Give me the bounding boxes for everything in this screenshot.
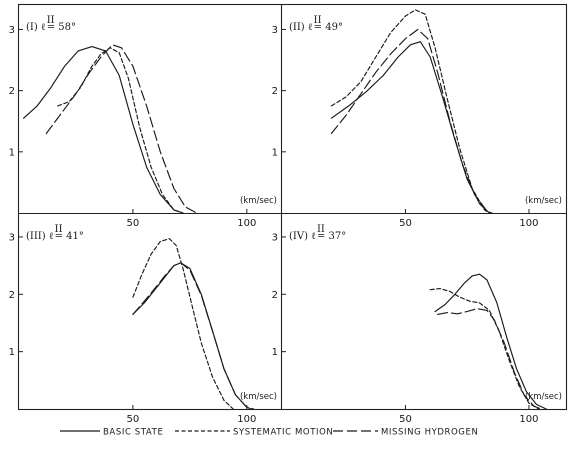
panel-title: (I) ℓ <box>26 22 46 33</box>
y-tick-label: 2 <box>272 290 278 301</box>
x-tick-label: 50 <box>127 218 140 229</box>
panel-title-value: = 58° <box>47 22 76 33</box>
x-tick-label: 50 <box>399 414 412 425</box>
figure-frame <box>17 3 568 411</box>
series-line-dashed <box>57 47 184 214</box>
y-tick-label: 1 <box>9 347 15 358</box>
legend-label: MISSING HYDROGEN <box>381 428 478 438</box>
legend-label: SYSTEMATIC MOTION <box>233 428 333 438</box>
y-tick-label: 3 <box>272 25 278 36</box>
panel-title-superscript: II <box>314 15 322 26</box>
y-tick-label: 3 <box>272 232 278 243</box>
axis-unit-label: (km/sec) <box>240 196 277 206</box>
axis-unit-label: (km/sec) <box>240 392 277 402</box>
x-tick-label: 100 <box>519 414 538 425</box>
series-line-dashed <box>330 9 490 214</box>
panel-title-value: = 41° <box>55 231 84 242</box>
panel-title: (IV) ℓ <box>289 231 316 242</box>
series-line-solid <box>330 41 490 214</box>
y-tick-label: 2 <box>9 290 15 301</box>
panel-title-value: = 37° <box>317 231 346 242</box>
y-tick-label: 3 <box>9 25 15 36</box>
legend-label: BASIC STATE <box>103 428 163 438</box>
panel-title-superscript: II <box>47 15 55 26</box>
series-line-solid <box>23 46 184 214</box>
y-tick-label: 1 <box>9 147 15 158</box>
y-tick-label: 1 <box>272 347 278 358</box>
panel-title-superscript: II <box>55 224 63 235</box>
x-tick-label: 100 <box>237 218 256 229</box>
x-tick-label: 50 <box>127 414 140 425</box>
panel-title: (III) ℓ <box>26 231 54 242</box>
axis-unit-label: (km/sec) <box>525 392 562 402</box>
y-tick-label: 3 <box>9 232 15 243</box>
x-tick-label: 100 <box>519 218 538 229</box>
series-line-dashed <box>132 238 234 410</box>
panel-title: (II) ℓ <box>289 22 313 33</box>
series-line-solid <box>132 262 252 410</box>
series-line-solid <box>434 273 547 410</box>
y-tick-label: 1 <box>272 147 278 158</box>
y-tick-label: 2 <box>9 86 15 97</box>
series-line-long-dash <box>330 28 493 214</box>
panel-title-value: = 49° <box>314 22 343 33</box>
panel-title-superscript: II <box>317 224 325 235</box>
y-tick-label: 2 <box>272 86 278 97</box>
series-line-long-dash <box>437 308 542 410</box>
series-line-long-dash <box>45 44 198 214</box>
series-line-dashed <box>429 288 540 410</box>
axis-unit-label: (km/sec) <box>525 196 562 206</box>
x-tick-label: 100 <box>237 414 256 425</box>
x-tick-label: 50 <box>399 218 412 229</box>
series-line-long-dash <box>132 262 255 410</box>
